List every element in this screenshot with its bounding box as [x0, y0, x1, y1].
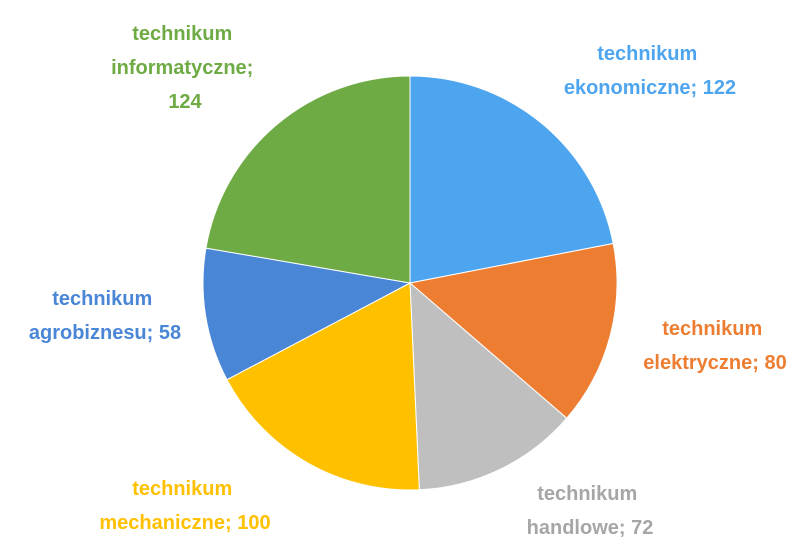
pie-slice: [205, 75, 411, 284]
data-label: technikum informatyczne; 124: [111, 23, 259, 113]
label-line: technikum: [132, 23, 238, 45]
data-label: technikum agrobiznesu; 58: [29, 288, 181, 344]
label-line: technikum: [132, 478, 238, 500]
data-label: technikum elektryczne; 80: [643, 318, 786, 374]
label-line: mechaniczne; 100: [99, 512, 270, 534]
pie-slice: [226, 282, 420, 491]
label-line: technikum: [52, 288, 158, 310]
label-line: informatyczne;: [111, 57, 259, 79]
data-label: technikum ekonomiczne; 122: [564, 43, 736, 99]
label-line: 124: [168, 91, 202, 113]
label-line: handlowe; 72: [527, 517, 654, 537]
pie-slice: [408, 242, 618, 419]
pie-slice: [409, 75, 614, 284]
pie-slice: [202, 247, 412, 381]
pie-slice: [409, 281, 568, 491]
data-label: technikum handlowe; 72: [527, 483, 654, 537]
label-line: technikum: [597, 43, 703, 65]
label-line: technikum: [662, 318, 768, 340]
label-line: ekonomiczne; 122: [564, 77, 736, 99]
label-line: technikum: [537, 483, 643, 505]
data-label: technikum mechaniczne; 100: [99, 478, 270, 534]
label-line: agrobiznesu; 58: [29, 322, 181, 344]
label-line: elektryczne; 80: [643, 352, 786, 374]
